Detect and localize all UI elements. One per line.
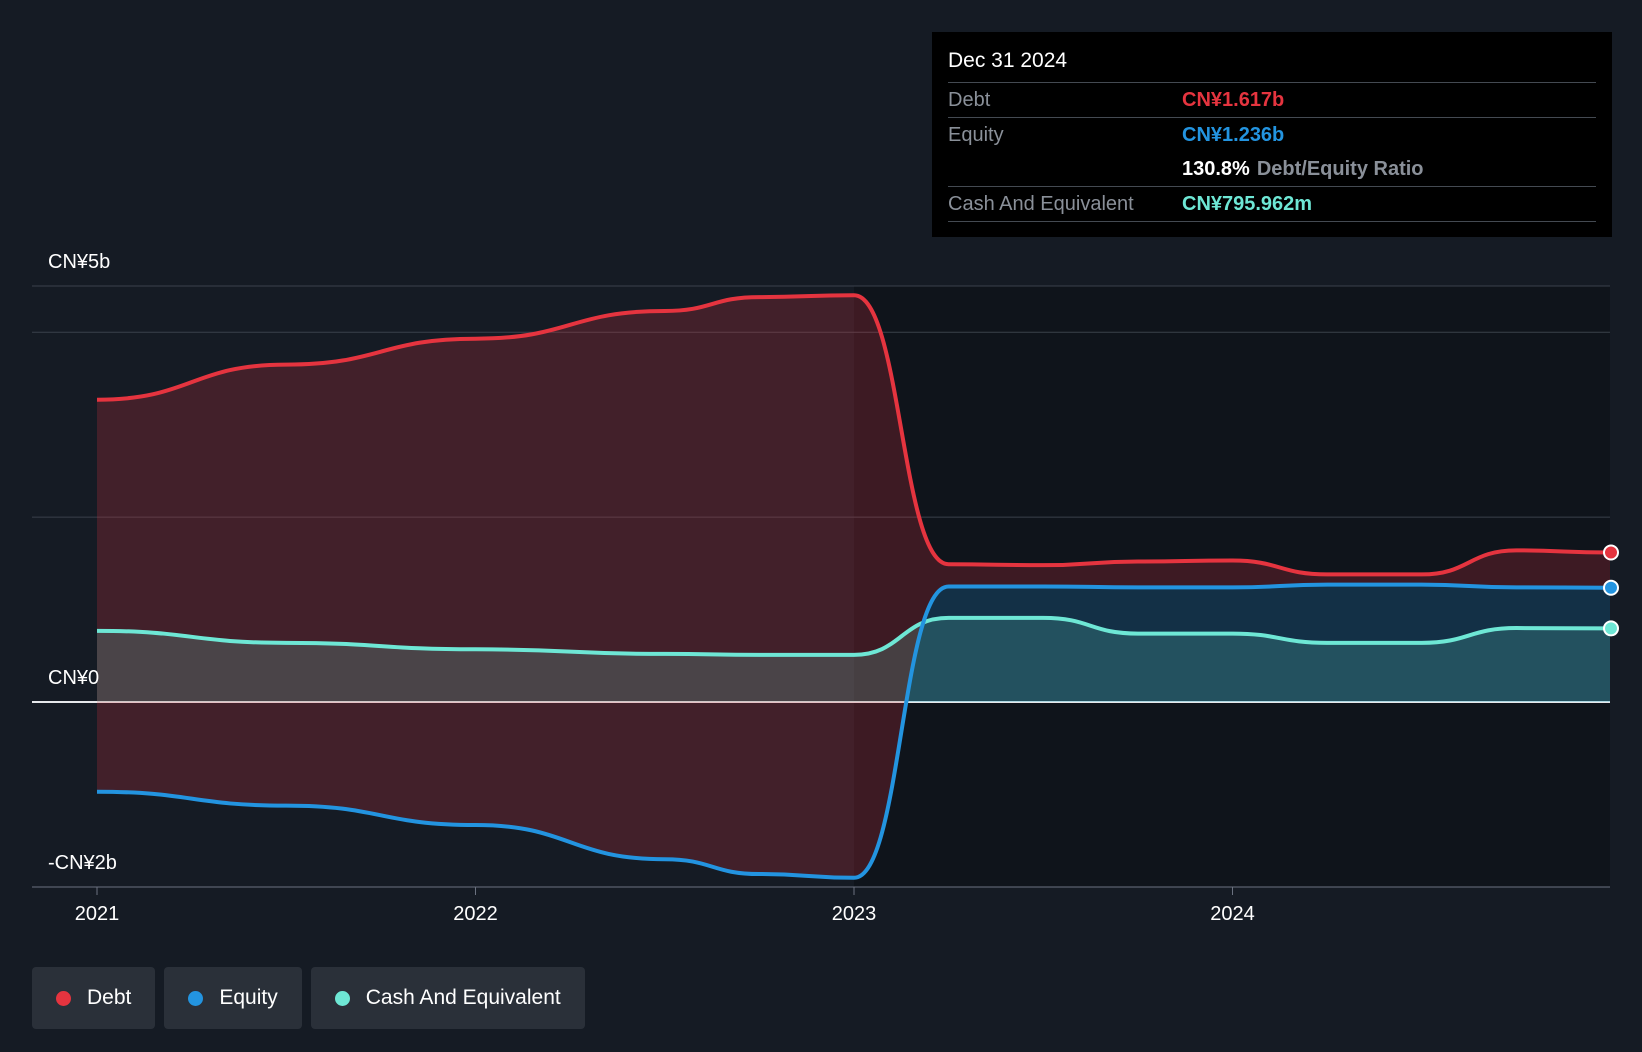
tooltip-equity-value: CN¥1.236b [1182,124,1285,146]
x-tick-label: 2021 [75,903,120,925]
tooltip-cash-value: CN¥795.962m [1182,193,1313,215]
legend: Debt Equity Cash And Equivalent [32,967,594,1029]
cash-line [96,615,1611,657]
tooltip-row-equity: Equity CN¥1.236b [948,118,1596,152]
equity-area [97,584,1610,702]
tooltip-debt-value: CN¥1.617b [1182,89,1285,111]
y-tick-label: -CN¥2b [48,852,117,874]
x-tick-label: 2022 [453,903,498,925]
legend-item-debt[interactable]: Debt [32,967,156,1029]
legend-cash-label: Cash And Equivalent [365,986,561,1009]
y-tick-label: CN¥0 [48,667,99,689]
tooltip-ratio-value: 130.8% [1182,158,1250,180]
cash-dot-icon [334,990,350,1006]
debt-line [96,293,1611,577]
tooltip-equity-label: Equity [948,124,1004,146]
legend-equity-label: Equity [219,986,278,1009]
tooltip-debt-label: Debt [948,89,991,111]
debt-area [97,295,1610,878]
tooltip-row-cash: Cash And Equivalent CN¥795.962m [948,187,1596,222]
tooltip-row-debt: Debt CN¥1.617b [948,83,1596,118]
debt-endpoint [1603,544,1619,561]
tooltip-cash-label: Cash And Equivalent [948,193,1134,215]
legend-item-equity[interactable]: Equity [164,967,302,1029]
x-tick-label: 2024 [1210,903,1255,925]
debt-dot-icon [56,990,71,1006]
legend-item-cash[interactable]: Cash And Equivalent [310,967,585,1029]
equity-line [96,582,1611,880]
tooltip-ratio-label: Debt/Equity Ratio [1256,158,1424,180]
equity-dot-icon [188,990,204,1006]
x-tick-label: 2023 [832,903,877,925]
cash-area [97,617,1610,702]
tooltip-panel: Dec 31 2024 Debt CN¥1.617b Equity CN¥1.2… [932,32,1612,237]
tooltip-date: Dec 31 2024 [948,46,1596,83]
y-tick-label: CN¥5b [48,251,110,273]
cash-endpoint [1603,620,1619,637]
equity-endpoint [1603,579,1619,596]
legend-debt-label: Debt [87,986,132,1009]
tooltip-row-ratio: 130.8% Debt/Equity Ratio [948,152,1596,187]
